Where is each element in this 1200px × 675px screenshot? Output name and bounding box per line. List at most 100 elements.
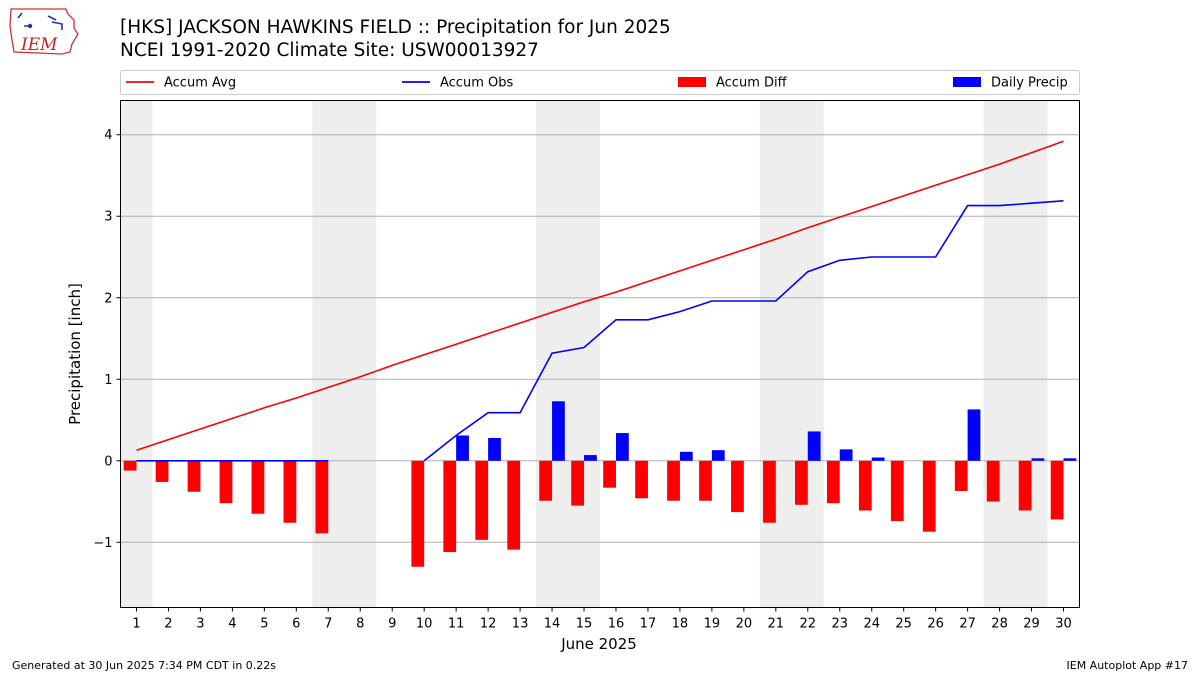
legend-accum-avg-label: Accum Avg: [164, 76, 236, 91]
accum-diff-bar-27: [954, 460, 968, 491]
daily-precip-bar-22: [807, 431, 821, 461]
weekend-band-28: [983, 100, 1016, 608]
accum-diff-bar-17: [635, 460, 648, 499]
legend-accum-diff-swatch: [678, 77, 706, 87]
daily-precip-bar-24: [871, 457, 885, 461]
iem-logo: IEM: [8, 6, 80, 58]
x-tick-label-22: 22: [800, 617, 817, 632]
x-tick-label-20: 20: [736, 617, 753, 632]
daily-precip-bars: [456, 401, 1077, 461]
x-tick-label-27: 27: [959, 617, 976, 632]
accum-diff-bar-30: [1050, 460, 1064, 520]
generated-timestamp: Generated at 30 Jun 2025 7:34 PM CDT in …: [12, 659, 277, 672]
x-tick-label-16: 16: [608, 617, 625, 632]
x-tick-label-13: 13: [512, 617, 529, 632]
x-axis: 1 2 3 4 5 6 7 8 9 10 11 12 13 14 15 16 17 18 19 20 21 22 23 24 2…: [132, 607, 1072, 632]
legend-frame: [120, 70, 1080, 95]
accum-obs-line-2: [423, 200, 1064, 462]
series-lines: [136, 140, 1064, 462]
accum-diff-bar-23: [826, 460, 840, 504]
legend-accum-obs-label: Accum Obs: [440, 76, 513, 91]
accum-diff-bar-6: [283, 460, 297, 523]
accum-diff-bar-21: [763, 460, 776, 523]
weekend-band-22: [791, 100, 824, 608]
daily-precip-bar-23: [839, 449, 853, 461]
daily-precip-bar-12: [488, 437, 501, 461]
x-tick-label-11: 11: [448, 617, 465, 632]
x-tick-label-24: 24: [863, 617, 880, 632]
x-axis-label: June 2025: [560, 635, 637, 653]
accum-diff-bar-18: [667, 460, 680, 501]
x-tick-label-7: 7: [324, 617, 332, 632]
x-tick-label-18: 18: [672, 617, 689, 632]
accum-diff-bar-1: [123, 460, 137, 471]
weekend-band-21: [759, 100, 792, 608]
y-tick-label-1: 1: [104, 373, 112, 388]
x-tick-label-2: 2: [164, 617, 172, 632]
x-tick-label-8: 8: [356, 617, 364, 632]
y-tick-label-2: 2: [104, 291, 112, 306]
accum-diff-bar-3: [187, 460, 201, 492]
legend: Accum Avg Accum Obs Accum Diff Daily Precip: [120, 70, 1080, 95]
accum-diff-bar-26: [922, 460, 936, 532]
x-tick-label-19: 19: [704, 617, 721, 632]
x-tick-label-1: 1: [132, 617, 140, 632]
legend-daily-precip-label: Daily Precip: [991, 76, 1068, 91]
y-tick-label-3: 3: [104, 210, 112, 225]
accum-diff-bar-24: [858, 460, 872, 511]
daily-precip-bar-27: [967, 409, 981, 461]
accum-diff-bar-14: [539, 460, 553, 501]
daily-precip-bar-30: [1063, 458, 1077, 461]
y-tick-label-0: 0: [104, 454, 112, 469]
chart-subtitle: NCEI 1991-2020 Climate Site: USW00013927: [120, 40, 539, 61]
x-tick-label-29: 29: [1023, 617, 1040, 632]
x-tick-label-28: 28: [991, 617, 1008, 632]
weekend-band-29: [1015, 100, 1048, 608]
weekend-band-1: [120, 100, 153, 608]
x-tick-label-21: 21: [768, 617, 785, 632]
chart-title: [HKS] JACKSON HAWKINS FIELD :: Precipita…: [120, 17, 671, 38]
x-tick-label-14: 14: [544, 617, 561, 632]
y-axis-label: Precipitation [inch]: [66, 283, 84, 425]
accum-diff-bar-5: [251, 460, 265, 514]
accum-diff-bar-13: [507, 460, 521, 550]
logo-text: IEM: [20, 35, 58, 55]
accum-diff-bar-4: [219, 460, 233, 504]
accum-diff-bar-10: [411, 460, 425, 567]
accum-diff-bars: [123, 460, 1064, 567]
x-tick-label-17: 17: [640, 617, 657, 632]
x-tick-label-6: 6: [292, 617, 300, 632]
x-tick-label-5: 5: [260, 617, 268, 632]
weekend-bands: [120, 100, 1048, 608]
accum-diff-bar-25: [890, 460, 904, 522]
accum-diff-bar-2: [155, 460, 169, 482]
x-tick-label-9: 9: [388, 617, 396, 632]
x-tick-label-23: 23: [831, 617, 848, 632]
y-tick-label--1: −1: [93, 536, 112, 551]
accum-avg-line-1: [136, 140, 1064, 451]
x-tick-label-3: 3: [196, 617, 204, 632]
legend-accum-diff-label: Accum Diff: [716, 76, 788, 91]
daily-precip-bar-14: [552, 401, 565, 461]
accum-diff-bar-20: [731, 460, 744, 513]
accum-diff-bar-22: [794, 460, 808, 505]
iowa-map-icon: IEM: [9, 8, 79, 55]
y-tick-label-4: 4: [104, 128, 112, 143]
app-credit: IEM Autoplot App #17: [1066, 659, 1189, 672]
grid-lines: [120, 134, 1080, 543]
x-tick-label-25: 25: [895, 617, 912, 632]
accum-diff-bar-28: [986, 460, 1000, 502]
accum-diff-bar-7: [315, 460, 329, 534]
x-tick-label-12: 12: [480, 617, 497, 632]
accum-diff-bar-16: [603, 460, 616, 488]
x-tick-label-10: 10: [416, 617, 433, 632]
weekend-band-15: [568, 100, 600, 608]
accum-diff-bar-11: [443, 460, 457, 553]
accum-diff-bar-29: [1018, 460, 1032, 511]
legend-daily-precip-swatch: [953, 77, 981, 87]
accum-diff-bar-12: [475, 460, 489, 540]
accum-diff-bar-15: [571, 460, 585, 506]
daily-precip-bar-19: [711, 450, 725, 461]
accum-diff-bar-19: [699, 460, 712, 501]
